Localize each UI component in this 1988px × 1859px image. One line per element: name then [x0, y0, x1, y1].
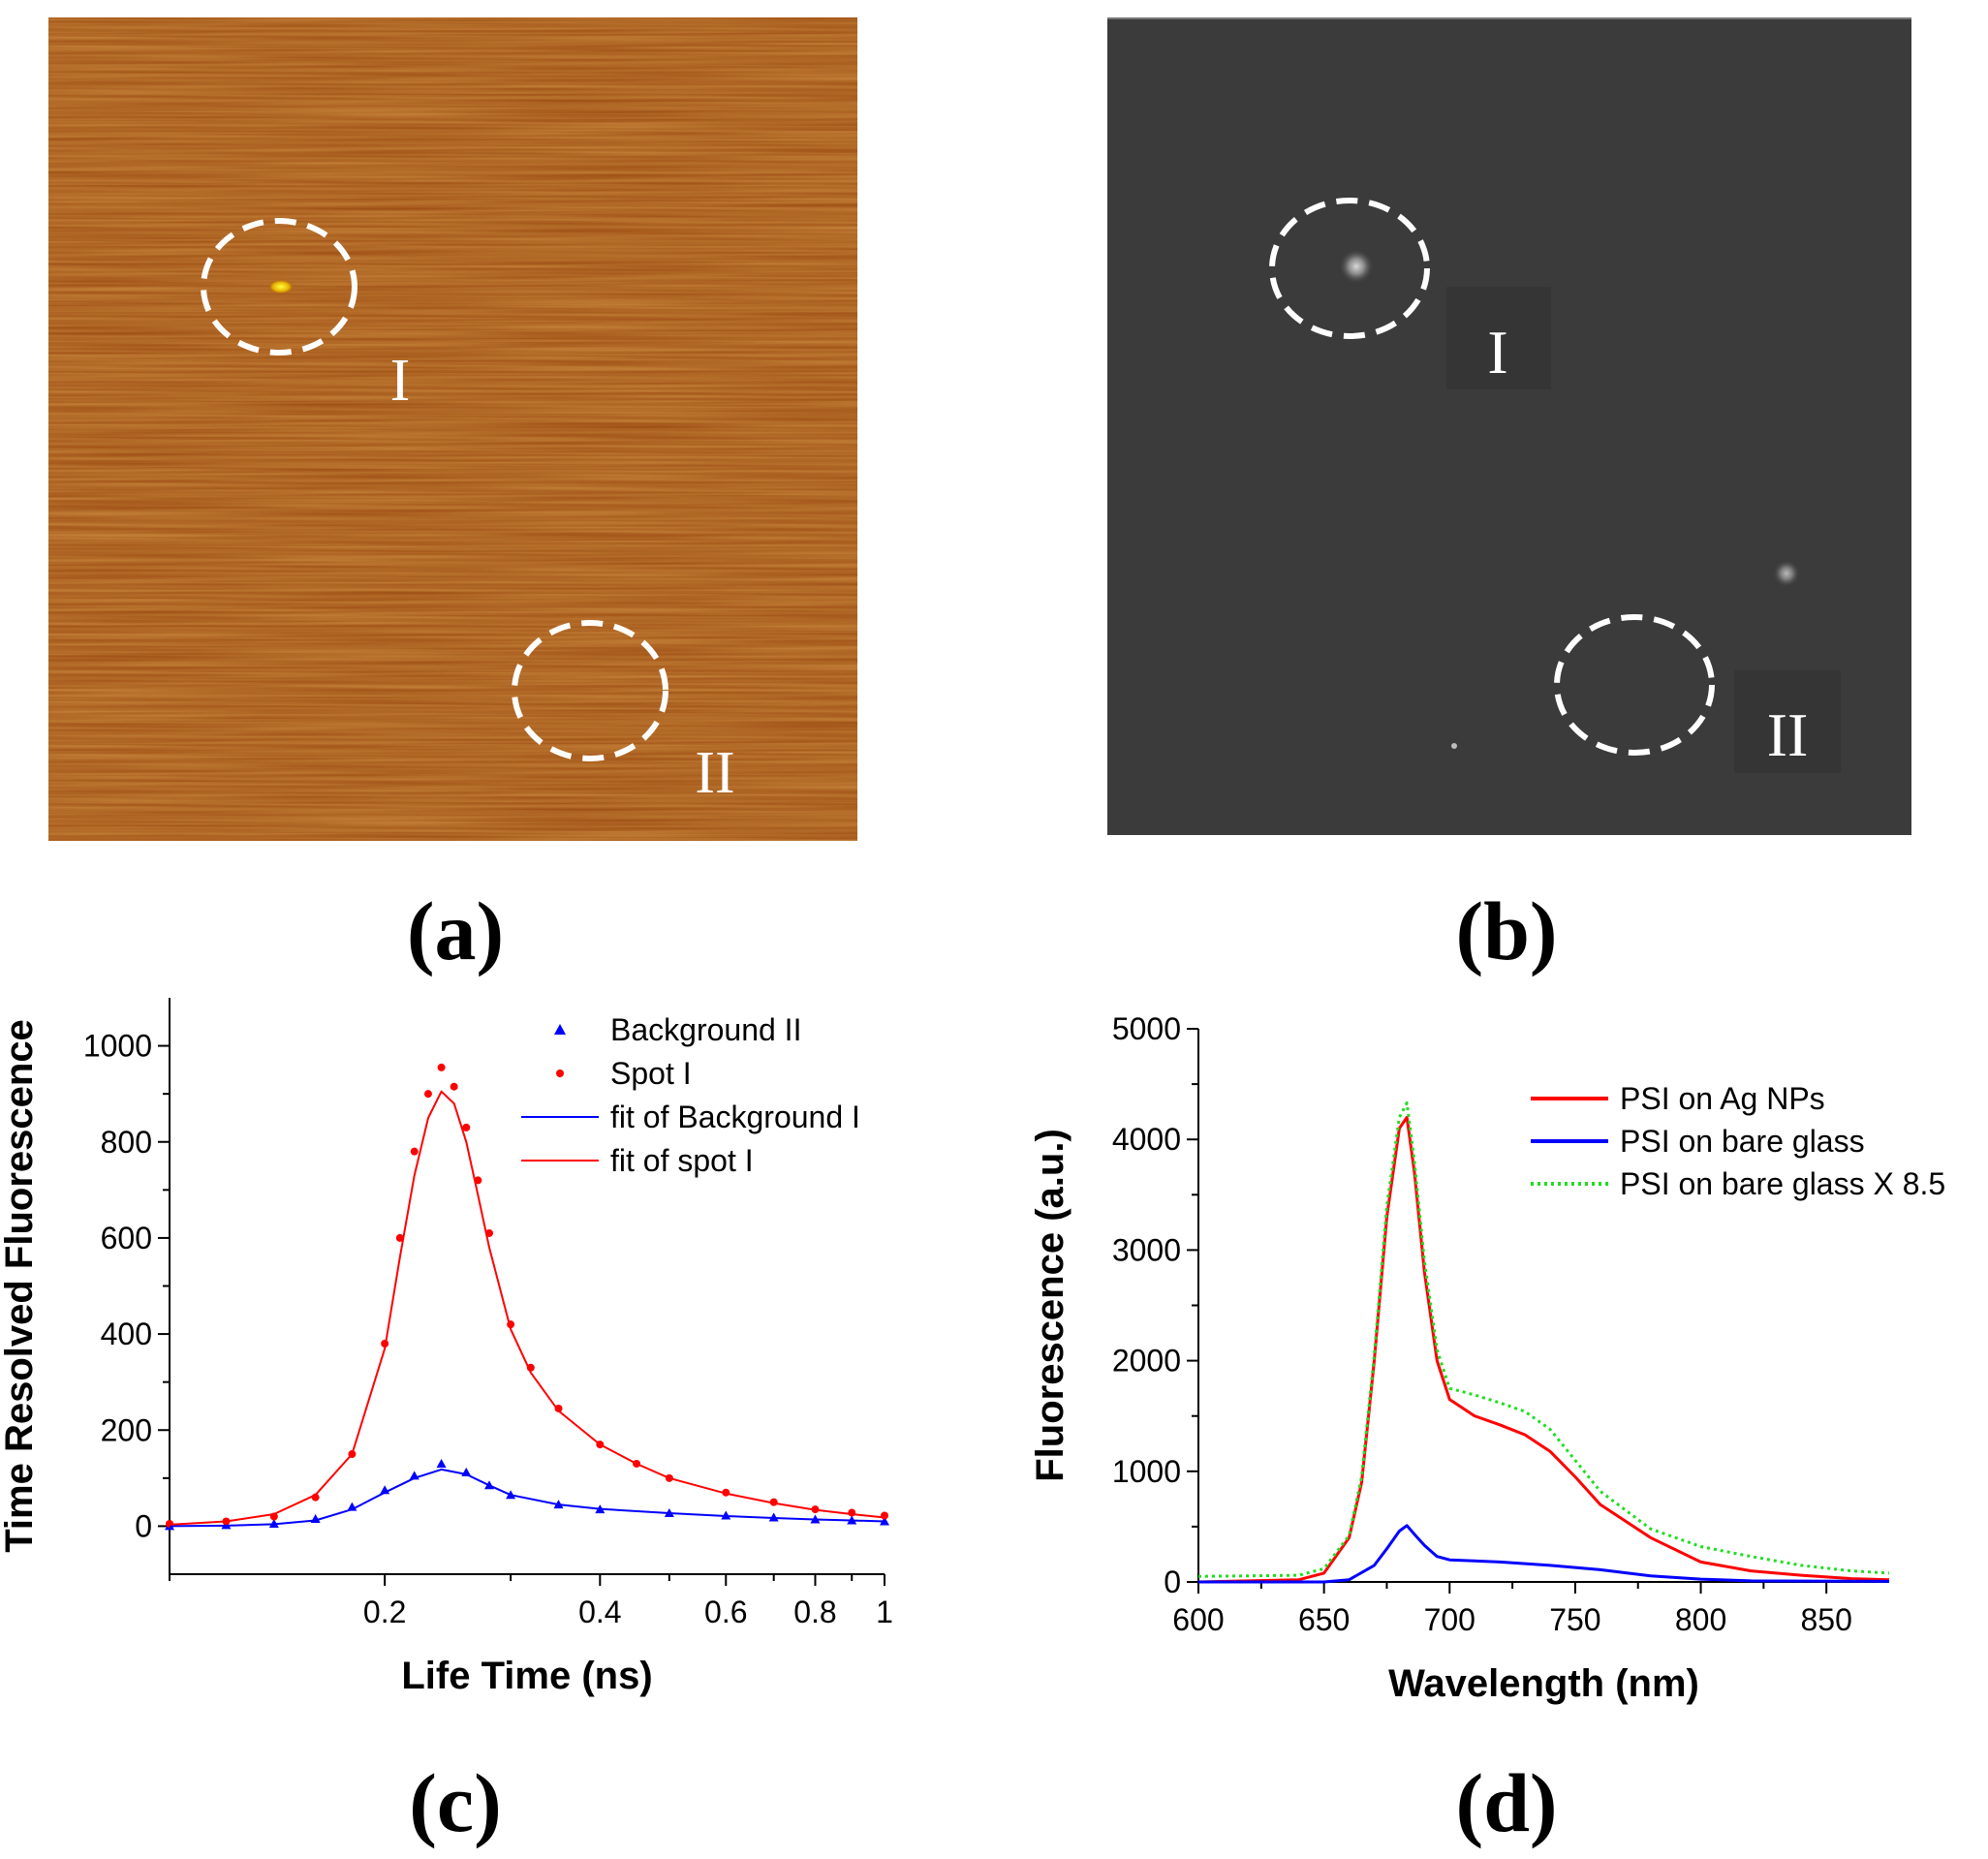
series-line-fit-of-background-i — [169, 1468, 885, 1528]
x-tick-label: 600 — [1172, 1602, 1224, 1637]
legend-symbol — [556, 1069, 564, 1077]
y-tick-label: 0 — [135, 1508, 152, 1543]
label-box-II — [1734, 670, 1841, 773]
y-axis-label: Time Resolved Fluorescence — [0, 1019, 41, 1553]
legend-label: fit of Background I — [610, 1100, 860, 1134]
x-tick-label: 0.2 — [363, 1595, 406, 1629]
legend-label: PSI on Ag NPs — [1620, 1081, 1825, 1116]
y-tick-label: 5000 — [1112, 1011, 1181, 1046]
afm-texture — [48, 17, 857, 841]
panel-a-label: (a) — [407, 884, 504, 977]
circle-marker-II — [1554, 614, 1715, 756]
x-tick-label: 750 — [1549, 1602, 1600, 1637]
data-point — [410, 1147, 419, 1156]
series-line-fit-of-spot-i — [169, 1090, 885, 1526]
x-tick-label: 700 — [1424, 1602, 1475, 1637]
lifetime-chart: 0 200 400 600 800 1000 0.2 0.4 0.6 0.8 1 Life Time … — [0, 998, 893, 1697]
marker-I-label: I — [390, 348, 411, 414]
legend-symbol — [554, 1024, 566, 1035]
y-tick-label: 200 — [101, 1412, 152, 1447]
afm-bright-spot — [267, 279, 295, 294]
x-tick-label: 0.4 — [578, 1595, 621, 1629]
y-tick-label: 800 — [101, 1125, 152, 1160]
circle-marker-II — [512, 620, 668, 761]
legend-label: Background II — [610, 1012, 801, 1047]
x-tick-label: 0.6 — [704, 1595, 747, 1629]
marker-II-label: II — [695, 740, 734, 806]
circle-marker-I — [1269, 198, 1430, 339]
series-line-psi-on-bare-glass — [1198, 1524, 1890, 1584]
y-tick-label: 0 — [1164, 1565, 1181, 1599]
y-tick-label: 3000 — [1112, 1232, 1181, 1267]
y-tick-label: 4000 — [1112, 1122, 1181, 1157]
circle-marker-I — [201, 218, 357, 356]
x-tick-label: 1 — [876, 1595, 893, 1629]
data-point — [423, 1090, 432, 1099]
legend-label: PSI on bare glass X 8.5 — [1620, 1166, 1945, 1201]
data-point — [768, 1512, 779, 1522]
x-tick-label: 850 — [1800, 1602, 1851, 1637]
marker-II-label: II — [1767, 700, 1809, 769]
x-tick-label: 0.8 — [793, 1595, 836, 1629]
label-box-I — [1446, 287, 1551, 389]
marker-I-label: I — [1487, 318, 1507, 387]
y-tick-label: 600 — [101, 1221, 152, 1255]
x-tick-label: 800 — [1675, 1602, 1726, 1637]
legend-label: Spot I — [610, 1056, 692, 1091]
data-point — [436, 1458, 447, 1468]
legend-label: PSI on bare glass — [1620, 1124, 1865, 1159]
data-point — [554, 1404, 563, 1412]
fluor-spot-I — [1339, 249, 1374, 284]
y-tick-label: 400 — [101, 1317, 152, 1351]
spectrum-chart: 0 1000 2000 3000 4000 5000 600 650 700 750 800 850 W… — [1029, 1011, 1945, 1705]
x-axis-label: Life Time (ns) — [401, 1655, 652, 1697]
panel-d-label: (d) — [1455, 1756, 1557, 1849]
y-tick-label: 1000 — [1112, 1454, 1181, 1489]
data-point — [395, 1233, 404, 1242]
data-point — [881, 1511, 888, 1520]
y-axis-label: Fluorescence (a.u.) — [1029, 1129, 1072, 1482]
y-tick-label: 2000 — [1112, 1344, 1181, 1379]
panel-c-label: (c) — [409, 1756, 501, 1849]
data-point — [462, 1123, 471, 1131]
fluor-dot-small — [1451, 743, 1457, 749]
x-axis-label: Wavelength (nm) — [1388, 1662, 1699, 1705]
legend-label: fit of spot I — [610, 1143, 754, 1178]
panel-b-label: (b) — [1455, 884, 1557, 977]
data-point — [437, 1063, 446, 1071]
fluor-spot-right — [1773, 560, 1800, 587]
data-point — [848, 1508, 856, 1517]
series-line-psi-on-ag-nps — [1197, 1115, 1890, 1584]
y-tick-label: 1000 — [83, 1029, 152, 1064]
data-point — [450, 1082, 458, 1091]
panel-b: I II (b) — [1107, 17, 1911, 977]
x-tick-label: 650 — [1298, 1602, 1350, 1637]
series-line-psi-on-bare-glass-x-8-5 — [1197, 1101, 1890, 1578]
panel-a: I II (a) — [48, 17, 857, 977]
